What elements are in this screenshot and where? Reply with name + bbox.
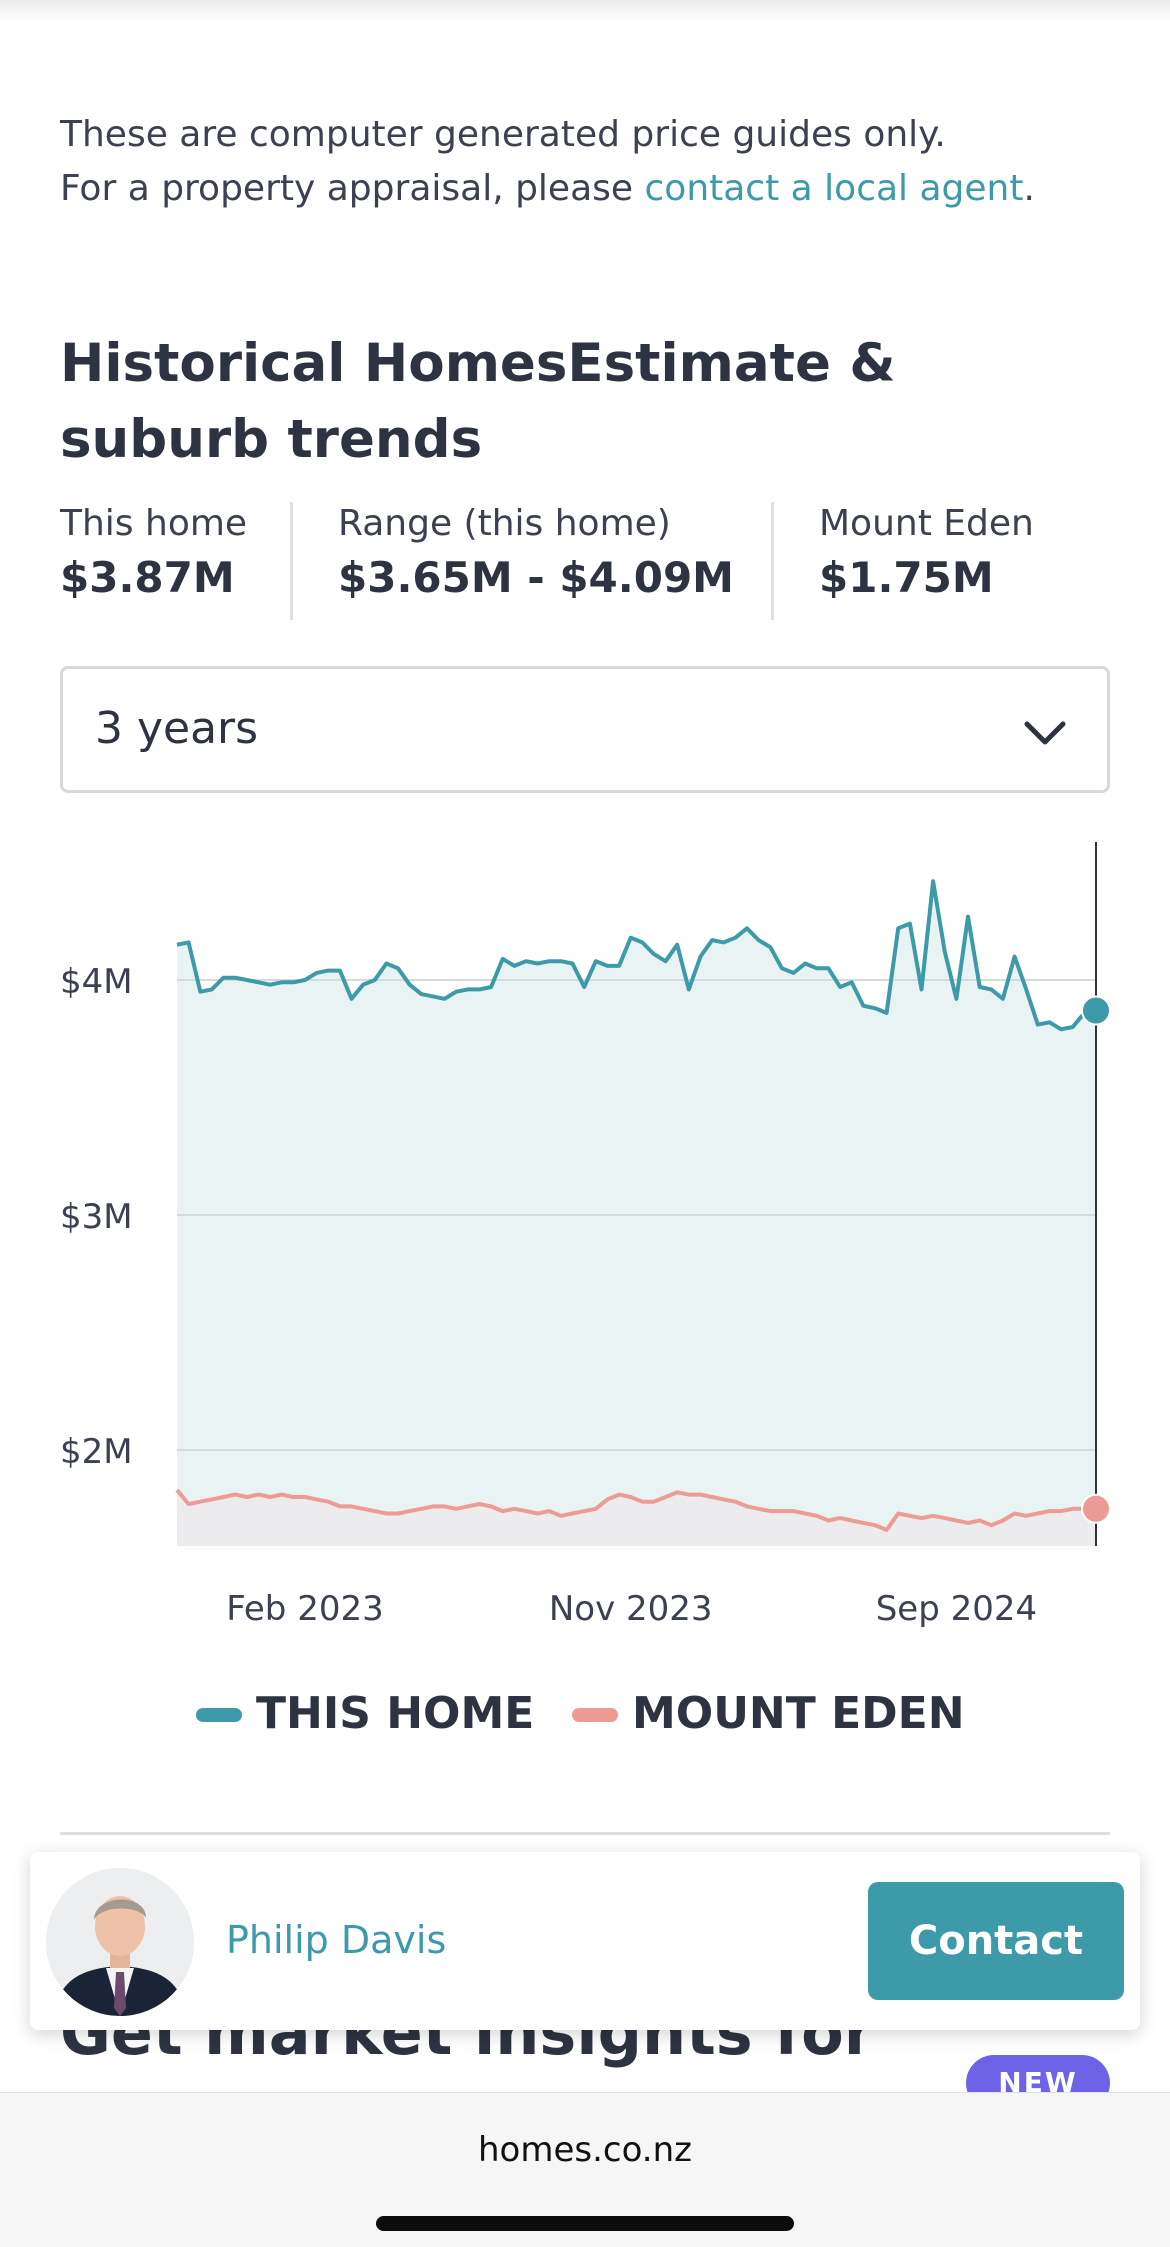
legend-swatch-mount-eden <box>572 1708 618 1722</box>
disclaimer-suffix: . <box>1023 168 1035 209</box>
legend-swatch-this-home <box>196 1708 242 1722</box>
stat-divider <box>290 502 293 620</box>
disclaimer-prefix: For a property appraisal, please <box>60 168 645 209</box>
series-line-this-home <box>176 879 1097 1032</box>
stat-value: $3.65M - $4.09M <box>338 553 734 602</box>
stat-label: Range (this home) <box>338 503 671 544</box>
contact-button[interactable]: Contact <box>868 1882 1124 2000</box>
agent-contact-bar: Philip Davis Contact <box>30 1852 1140 2030</box>
agent-photo-icon <box>46 1868 194 2016</box>
chart-legend: THIS HOME MOUNT EDEN <box>0 1682 1170 1746</box>
series-line-mount-eden <box>175 1488 1096 1532</box>
y-tick-label: $3M <box>60 1197 133 1237</box>
stat-label: This home <box>60 503 248 544</box>
x-tick-label: Sep 2024 <box>876 1589 1037 1629</box>
stat-label: Mount Eden <box>819 503 1034 544</box>
y-tick-label: $4M <box>60 962 133 1002</box>
stat-value: $3.87M <box>60 553 235 602</box>
disclaimer-line-2: For a property appraisal, please contact… <box>60 162 1060 216</box>
top-shadow <box>0 0 1170 22</box>
legend-label: MOUNT EDEN <box>632 1688 965 1739</box>
stat-range: Range (this home) $3.65M - $4.09M <box>338 500 734 608</box>
contact-agent-link[interactable]: contact a local agent <box>644 168 1024 209</box>
stat-this-home: This home $3.87M <box>60 500 247 608</box>
disclaimer: These are computer generated price guide… <box>60 108 1060 216</box>
agent-name[interactable]: Philip Davis <box>226 1918 447 1962</box>
legend-label: THIS HOME <box>256 1688 535 1739</box>
chevron-down-icon <box>1024 721 1066 745</box>
section-title: Historical HomesEstimate & suburb trends <box>60 333 896 470</box>
stat-suburb: Mount Eden $1.75M <box>819 500 1034 608</box>
stats-row: This home $3.87M Range (this home) $3.65… <box>60 500 1110 625</box>
y-tick-label: $2M <box>60 1432 133 1472</box>
url-text: homes.co.nz <box>477 2130 692 2170</box>
endpoint-this-home <box>1081 995 1111 1026</box>
agent-avatar[interactable] <box>46 1868 194 2016</box>
disclaimer-line-1: These are computer generated price guide… <box>60 114 946 155</box>
stat-value: $1.75M <box>819 553 994 602</box>
browser-url-bar[interactable]: homes.co.nz <box>0 2092 1170 2247</box>
endpoint-mount-eden <box>1081 1493 1111 1524</box>
period-select[interactable]: 3 years <box>60 666 1110 793</box>
period-select-value: 3 years <box>95 703 259 754</box>
home-area-fill <box>177 881 1096 1546</box>
stat-divider <box>771 502 774 620</box>
home-indicator <box>376 2216 794 2231</box>
suburb-area-fill <box>177 1490 1096 1546</box>
x-tick-label: Nov 2023 <box>549 1589 713 1629</box>
x-tick-label: Feb 2023 <box>226 1589 384 1629</box>
section-divider <box>60 1832 1110 1835</box>
